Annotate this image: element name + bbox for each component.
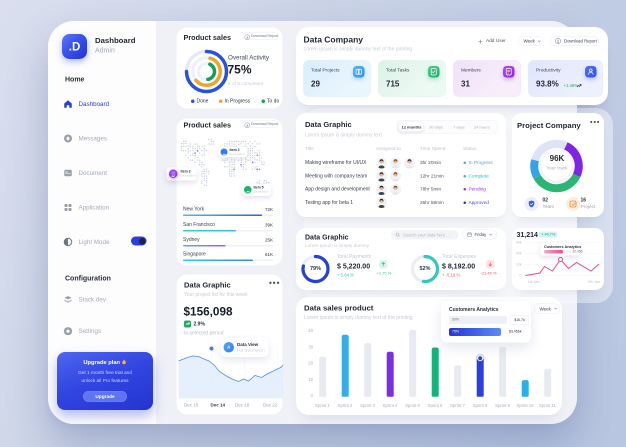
svg-text:10k: 10k [516,263,522,267]
svg-text:20k: 20k [516,252,522,256]
svg-text:30k: 30k [516,241,522,245]
svg-text:0: 0 [520,274,522,278]
